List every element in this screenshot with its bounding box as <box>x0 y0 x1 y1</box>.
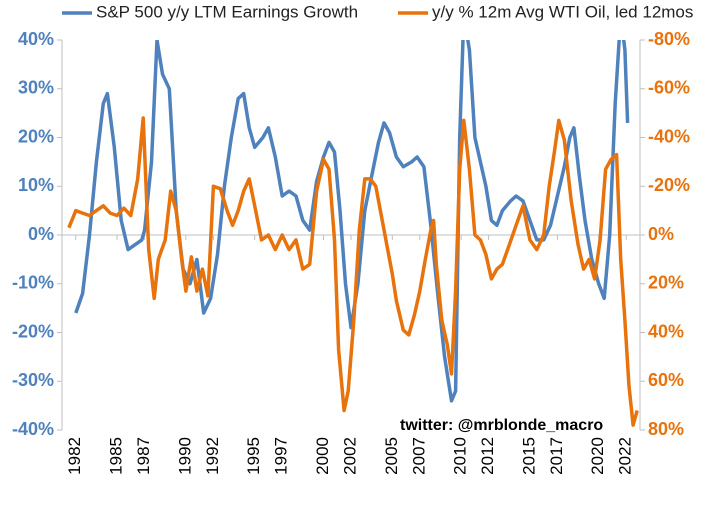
x-tick-label: 2012 <box>478 437 497 475</box>
x-tick-label: 1997 <box>272 437 291 475</box>
x-tick-label: 2022 <box>616 437 635 475</box>
x-tick-label: 2007 <box>409 437 428 475</box>
y-tick-label: 30% <box>18 78 54 98</box>
y-tick-label: 0% <box>28 224 54 244</box>
x-tick-label: 2010 <box>451 437 470 475</box>
y2-tick-label: -40% <box>648 126 690 146</box>
y-tick-label: 40% <box>18 29 54 49</box>
y-tick-label: 10% <box>18 175 54 195</box>
series-line <box>67 116 639 427</box>
y2-tick-label: -60% <box>648 78 690 98</box>
x-tick-label: 2017 <box>547 437 566 475</box>
x-tick-label: 1992 <box>203 437 222 475</box>
y-tick-label: -40% <box>12 419 54 439</box>
x-tick-label: 2015 <box>519 437 538 475</box>
y-tick-label: -10% <box>12 273 54 293</box>
y2-tick-label: -20% <box>648 175 690 195</box>
y-tick-label: -30% <box>12 370 54 390</box>
series-line <box>74 40 630 403</box>
y2-tick-label: 80% <box>648 419 684 439</box>
y-tick-label: -20% <box>12 321 54 341</box>
legend-label: S&P 500 y/y LTM Earnings Growth <box>96 2 358 21</box>
y2-tick-label: 40% <box>648 321 684 341</box>
x-tick-label: 1982 <box>65 437 84 475</box>
x-tick-label: 1987 <box>134 437 153 475</box>
x-tick-label: 2000 <box>313 437 332 475</box>
x-tick-label: 2005 <box>382 437 401 475</box>
legend-label: y/y % 12m Avg WTI Oil, led 12mos <box>432 2 693 21</box>
y2-tick-label: 60% <box>648 370 684 390</box>
x-tick-label: 1990 <box>175 437 194 475</box>
x-tick-label: 2020 <box>588 437 607 475</box>
y2-tick-label: 20% <box>648 273 684 293</box>
x-tick-label: 2002 <box>340 437 359 475</box>
y2-tick-label: -80% <box>648 29 690 49</box>
annotation: twitter: @mrblonde_macro <box>400 417 603 434</box>
x-tick-label: 1995 <box>244 437 263 475</box>
y2-tick-label: 0% <box>648 224 674 244</box>
x-tick-label: 1985 <box>107 437 126 475</box>
y-tick-label: 20% <box>18 126 54 146</box>
